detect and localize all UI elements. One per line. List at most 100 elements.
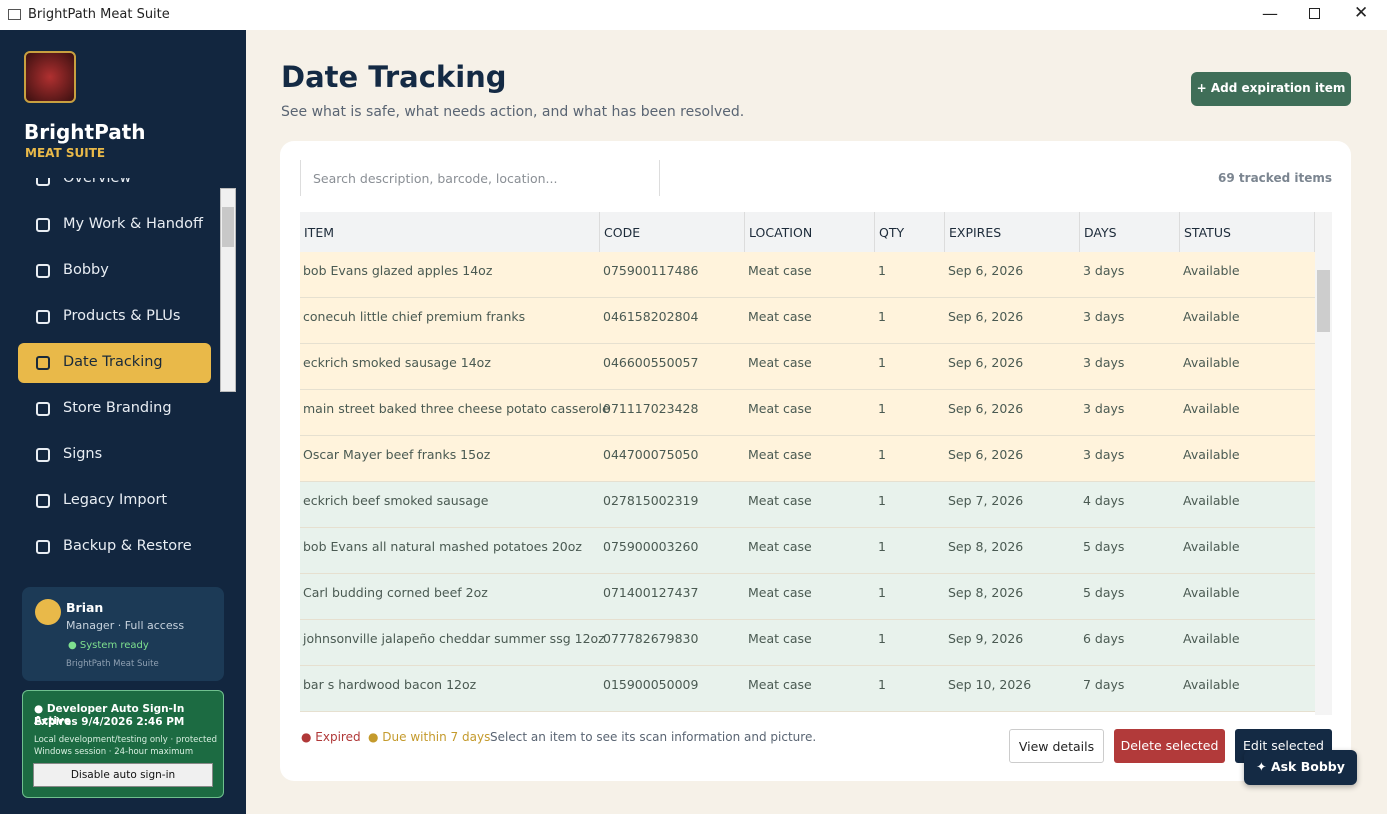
table-cell: Sep 8, 2026 xyxy=(948,539,1024,554)
table-cell: 1 xyxy=(878,539,886,554)
column-header[interactable]: ITEM xyxy=(300,212,600,252)
maximize[interactable] xyxy=(1309,8,1320,19)
page-subtitle: See what is safe, what needs action, and… xyxy=(281,104,745,120)
sub-brand: MEAT SUITE xyxy=(25,146,106,160)
table-cell: Available xyxy=(1183,263,1240,278)
table-cell: 071400127437 xyxy=(603,585,699,600)
nav-item[interactable]: Signs xyxy=(18,435,211,475)
table-cell: 5 days xyxy=(1083,539,1125,554)
table-cell: conecuh little chief premium franks xyxy=(303,309,526,324)
ask-bobby[interactable]: ✦ Ask Bobby xyxy=(1244,750,1357,785)
table-cell: Sep 9, 2026 xyxy=(948,631,1024,646)
table-cell: 044700075050 xyxy=(603,447,699,462)
nav-label: Overview xyxy=(63,178,132,186)
table-cell: 1 xyxy=(878,263,886,278)
column-header[interactable]: LOCATION xyxy=(745,212,875,252)
brand: BrightPath xyxy=(24,120,146,144)
avatar xyxy=(35,599,61,625)
table-row[interactable]: main street baked three cheese potato ca… xyxy=(300,390,1315,436)
hint: Select an item to see its scan informati… xyxy=(490,730,817,744)
table-cell: 046158202804 xyxy=(603,309,699,324)
nav-item[interactable]: Overview xyxy=(18,178,211,199)
table-cell: 3 days xyxy=(1083,401,1125,416)
nav-icon xyxy=(36,402,50,416)
table-cell: 1 xyxy=(878,585,886,600)
nav-icon xyxy=(36,264,50,278)
table-row[interactable]: eckrich smoked sausage 14oz 046600550057 M… xyxy=(300,344,1315,390)
app-icon xyxy=(8,9,21,20)
nav-item[interactable]: Bobby xyxy=(18,251,211,291)
nav-item[interactable]: Store Branding xyxy=(18,389,211,429)
column-header[interactable]: CODE xyxy=(600,212,745,252)
table-cell: Available xyxy=(1183,539,1240,554)
table-cell: 7 days xyxy=(1083,677,1125,692)
nav-list: Overview My Work & Handoff Bobby Products &… xyxy=(0,178,246,578)
table-cell: Sep 7, 2026 xyxy=(948,493,1024,508)
table-scrollbar[interactable] xyxy=(1315,212,1332,715)
table-cell: main street baked three cheese potato ca… xyxy=(303,401,610,416)
table-row[interactable]: johnsonville jalapeño cheddar summer ssg… xyxy=(300,620,1315,666)
table-cell: bob Evans glazed apples 14oz xyxy=(303,263,493,278)
table-cell: 1 xyxy=(878,631,886,646)
logo xyxy=(24,51,76,103)
nav-item[interactable]: Backup & Restore xyxy=(18,527,211,567)
nav-item[interactable]: Products & PLUs xyxy=(18,297,211,337)
add-button[interactable]: + Add expiration item xyxy=(1191,72,1351,106)
nav-label: Date Tracking xyxy=(63,354,163,370)
table-cell: 1 xyxy=(878,677,886,692)
dev-heading: ● Developer Auto Sign-In Active xyxy=(34,703,185,727)
table-cell: 046600550057 xyxy=(603,355,699,370)
table-cell: 3 days xyxy=(1083,263,1125,278)
table-cell: Sep 6, 2026 xyxy=(948,263,1024,278)
view-button[interactable]: View details xyxy=(1009,729,1104,763)
legend-expired: ● Expired xyxy=(301,730,361,744)
table-cell: Meat case xyxy=(748,539,812,554)
scrollbar[interactable] xyxy=(220,188,236,392)
table-row[interactable]: eckrich beef smoked sausage 027815002319 M… xyxy=(300,482,1315,528)
column-header[interactable]: EXPIRES xyxy=(945,212,1080,252)
close[interactable]: ✕ xyxy=(1354,3,1369,23)
nav-label: Store Branding xyxy=(63,400,172,416)
minimize[interactable]: — xyxy=(1262,4,1278,23)
column-header[interactable]: STATUS xyxy=(1180,212,1315,252)
table-row[interactable]: bar s hardwood bacon 12oz 015900050009 Mea… xyxy=(300,666,1315,712)
page-title: Date Tracking xyxy=(281,60,507,94)
table-cell: bar s hardwood bacon 12oz xyxy=(303,677,477,692)
table-cell: eckrich smoked sausage 14oz xyxy=(303,355,491,370)
table-cell: 075900003260 xyxy=(603,539,699,554)
table-cell: 015900050009 xyxy=(603,677,699,692)
ask-text: Ask Bobby xyxy=(1270,759,1345,774)
table-row[interactable]: bob Evans glazed apples 14oz 075900117486… xyxy=(300,252,1315,298)
window-title: BrightPath Meat Suite xyxy=(28,7,170,22)
nav-item[interactable]: My Work & Handoff xyxy=(18,205,211,245)
table-cell: 1 xyxy=(878,401,886,416)
table-cell: Sep 8, 2026 xyxy=(948,585,1024,600)
nav-item[interactable]: Legacy Import xyxy=(18,481,211,521)
item-count: 69 tracked items xyxy=(1218,171,1332,185)
nav-item[interactable]: Date Tracking xyxy=(18,343,211,383)
table-cell: 4 days xyxy=(1083,493,1125,508)
table-cell: Available xyxy=(1183,309,1240,324)
table-cell: Available xyxy=(1183,677,1240,692)
dev-note: Local development/testing only · protect… xyxy=(34,735,218,757)
delete-button[interactable]: Delete selected xyxy=(1114,729,1225,763)
column-header[interactable]: QTY xyxy=(875,212,945,252)
table-cell: 6 days xyxy=(1083,631,1125,646)
table-row[interactable]: conecuh little chief premium franks 04615… xyxy=(300,298,1315,344)
table-cell: 1 xyxy=(878,493,886,508)
legend-due: ● Due within 7 days xyxy=(368,730,491,744)
search-box[interactable]: Search description, barcode, location... xyxy=(300,160,660,196)
column-header[interactable]: DAYS xyxy=(1080,212,1180,252)
table-row[interactable]: Oscar Mayer beef franks 15oz 044700075050… xyxy=(300,436,1315,482)
disable-button[interactable]: Disable auto sign-in xyxy=(33,763,213,787)
table-row[interactable]: Carl budding corned beef 2oz 071400127437… xyxy=(300,574,1315,620)
dev-heading-text: Developer Auto Sign-In Active xyxy=(34,703,185,727)
table-cell: Available xyxy=(1183,493,1240,508)
table-cell: Meat case xyxy=(748,493,812,508)
user-card: Brian Manager · Full access ● System rea… xyxy=(22,587,224,681)
table-row[interactable]: bob Evans all natural mashed potatoes 20… xyxy=(300,528,1315,574)
table-cell: 3 days xyxy=(1083,447,1125,462)
table-cell: 3 days xyxy=(1083,309,1125,324)
nav-icon xyxy=(36,310,50,324)
table-cell: Available xyxy=(1183,355,1240,370)
